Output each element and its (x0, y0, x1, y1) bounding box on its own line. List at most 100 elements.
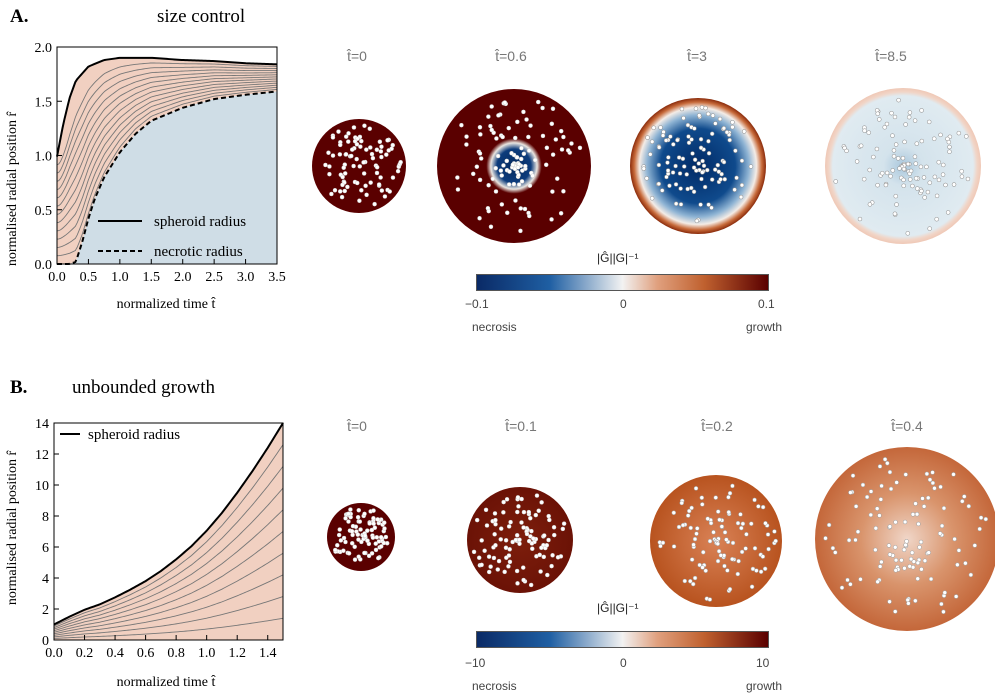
cell-dot (378, 175, 383, 180)
cell-dot (868, 489, 874, 494)
cell-dot (921, 175, 927, 180)
chart-b-inner-curves (53, 444, 284, 639)
cell-dot (488, 564, 493, 569)
cell-dot (541, 533, 547, 538)
cell-dot (338, 538, 344, 543)
inner-curve (56, 82, 278, 232)
cell-dot (376, 555, 381, 561)
cell-dot (983, 516, 989, 522)
cell-dot (528, 582, 534, 588)
cell-dot (355, 532, 361, 537)
cell-dot (506, 524, 512, 529)
cell-dot (700, 502, 705, 507)
cell-dot (938, 132, 943, 138)
cell-dot (649, 196, 655, 201)
cell-dot (514, 155, 520, 160)
x-tick-label: 3.0 (237, 270, 255, 285)
cell-dot (709, 177, 715, 182)
cell-dot (705, 167, 710, 173)
cell-dot (727, 137, 732, 143)
cell-dot (539, 545, 544, 551)
cell-dot (352, 138, 358, 144)
cell-dot (690, 151, 695, 156)
snapshot-a3-label: t̂=3 (687, 48, 707, 64)
cell-dot (919, 138, 925, 144)
cell-dot (694, 218, 700, 224)
cell-dot (549, 121, 555, 127)
cell-dot (744, 532, 749, 537)
cell-dot (705, 516, 710, 521)
snapshot-a4-label: t̂=8.5 (875, 48, 907, 64)
y-tick-label: 2 (42, 603, 49, 618)
cell-dot (514, 568, 520, 574)
cell-dot (893, 609, 898, 614)
cell-dot (719, 524, 725, 529)
cell-dot (546, 537, 551, 543)
cell-dot (698, 202, 703, 207)
cell-dot (501, 163, 506, 168)
cell-dot (671, 510, 677, 515)
x-tick-label: 0.0 (48, 270, 66, 285)
cell-dot (502, 569, 507, 575)
cell-dot (740, 521, 746, 527)
cell-dot (528, 515, 533, 521)
cell-dot (541, 554, 547, 560)
cell-dot (911, 559, 917, 564)
cell-dot (953, 594, 959, 599)
cell-dot (671, 544, 677, 549)
cell-dot (659, 188, 665, 193)
cell-dot (547, 517, 552, 523)
cell-dot (477, 151, 483, 156)
colorbar-a-max: 0.1 (758, 297, 775, 311)
cell-dot (968, 572, 974, 578)
cell-dot (738, 512, 743, 517)
cell-dot (897, 166, 902, 171)
cell-dot (857, 216, 863, 222)
cell-dot (368, 145, 373, 150)
x-tick-label: 2.0 (174, 270, 192, 285)
cell-dot (922, 195, 927, 200)
y-tick-label: 1.5 (35, 95, 53, 110)
cell-dot (716, 548, 722, 554)
cell-dot (715, 558, 721, 564)
cell-dot (471, 549, 477, 555)
cell-dot (539, 500, 544, 505)
cell-dot (518, 156, 524, 162)
cell-dot (902, 566, 907, 571)
cell-dot (323, 162, 328, 168)
cell-dot (900, 155, 906, 161)
cell-dot (673, 163, 678, 169)
plot-frame (53, 422, 284, 641)
cell-dot (337, 152, 343, 157)
cell-dot (369, 527, 375, 533)
cell-dot (947, 144, 952, 150)
cell-dot (367, 521, 372, 526)
colorbar-a-title: |Ĝ||G|⁻¹ (597, 251, 639, 265)
cell-dot (913, 598, 918, 604)
cell-dot (697, 113, 702, 118)
cell-dot (355, 180, 360, 186)
cell-dot (708, 520, 714, 526)
cell-dot (507, 559, 513, 565)
cell-dot (939, 523, 945, 529)
cell-dot (398, 159, 403, 165)
cell-dot (370, 155, 376, 161)
cell-dot (891, 148, 897, 153)
cell-dot (382, 194, 388, 199)
inner-curve (56, 88, 278, 257)
cell-dot (355, 514, 361, 520)
cell-dot (535, 99, 541, 105)
cell-dot (718, 553, 724, 558)
cell-dot (492, 532, 497, 537)
cell-dot (470, 171, 476, 177)
cell-dot (707, 538, 713, 544)
cell-dot (339, 194, 345, 200)
cell-dot (886, 543, 892, 548)
cell-dot (928, 576, 934, 582)
cell-dot (644, 176, 649, 181)
cell-dot (503, 538, 509, 543)
cell-dot (519, 179, 525, 184)
chart-b-xlabel: normalized time t̂ (117, 675, 217, 690)
cell-dot (357, 198, 362, 203)
cell-dot (522, 206, 528, 212)
